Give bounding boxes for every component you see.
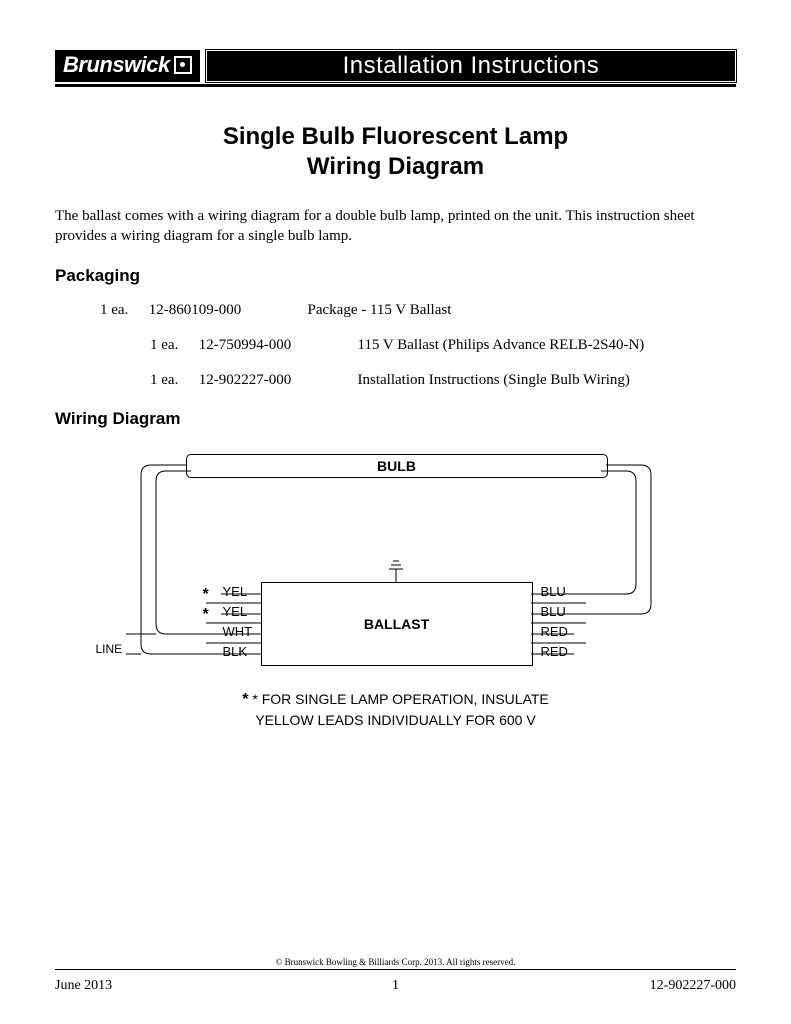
intro-paragraph: The ballast comes with a wiring diagram … xyxy=(55,207,736,246)
star-icon: * xyxy=(242,691,248,708)
pkg-desc: Installation Instructions (Single Bulb W… xyxy=(358,372,630,388)
wire-label-red: RED xyxy=(541,624,568,639)
page-footer: © Brunswick Bowling & Billiards Corp. 20… xyxy=(55,957,736,994)
note-line1: * FOR SINGLE LAMP OPERATION, INSULATE xyxy=(252,691,548,707)
wire-label-yel: YEL xyxy=(223,604,248,619)
pkg-main-row: 1 ea. 12-860109-000 Package - 115 V Ball… xyxy=(100,300,736,321)
brand-icon xyxy=(174,56,192,74)
wire-label-yel: YEL xyxy=(223,584,248,599)
main-title: Single Bulb Fluorescent Lamp Wiring Diag… xyxy=(55,122,736,182)
page-header: Brunswick Installation Instructions xyxy=(55,50,736,82)
pkg-qty: 1 ea. xyxy=(100,300,145,321)
diagram-note: * * FOR SINGLE LAMP OPERATION, INSULATE … xyxy=(96,689,696,729)
note-line2: YELLOW LEADS INDIVIDUALLY FOR 600 V xyxy=(255,712,535,728)
wiring-diagram: BULB BALLAST YEL * YEL * WHT BLK LINE BL… xyxy=(96,454,696,754)
pkg-qty: 1 ea. xyxy=(150,370,195,391)
star-icon: * xyxy=(203,606,209,624)
ballast-box: BALLAST xyxy=(261,582,533,666)
pkg-desc: Package - 115 V Ballast xyxy=(308,302,452,318)
bulb-box: BULB xyxy=(186,454,608,478)
wire-label-red: RED xyxy=(541,644,568,659)
pkg-part: 12-902227-000 xyxy=(199,370,354,391)
wire-label-blu: BLU xyxy=(541,584,566,599)
star-icon: * xyxy=(203,586,209,604)
footer-page: 1 xyxy=(55,978,736,994)
wiring-heading: Wiring Diagram xyxy=(55,409,736,429)
packaging-list: 1 ea. 12-860109-000 Package - 115 V Ball… xyxy=(100,300,736,391)
footer-copyright: © Brunswick Bowling & Billiards Corp. 20… xyxy=(55,957,736,970)
wire-label-blu: BLU xyxy=(541,604,566,619)
main-title-line2: Wiring Diagram xyxy=(307,153,484,180)
brand-text: Brunswick xyxy=(63,52,170,78)
pkg-part: 12-750994-000 xyxy=(199,335,354,356)
brand-logo: Brunswick xyxy=(55,50,200,82)
pkg-part: 12-860109-000 xyxy=(149,300,304,321)
pkg-sub-row: 1 ea. 12-902227-000 Installation Instruc… xyxy=(150,370,736,391)
pkg-desc: 115 V Ballast (Philips Advance RELB-2S40… xyxy=(358,337,645,353)
pkg-qty: 1 ea. xyxy=(150,335,195,356)
wire-label-blk: BLK xyxy=(223,644,248,659)
doc-type-title: Installation Instructions xyxy=(206,50,736,82)
line-label: LINE xyxy=(96,642,123,656)
packaging-heading: Packaging xyxy=(55,266,736,286)
pkg-sub-row: 1 ea. 12-750994-000 115 V Ballast (Phili… xyxy=(150,335,736,356)
main-title-line1: Single Bulb Fluorescent Lamp xyxy=(223,123,568,150)
wire-label-wht: WHT xyxy=(223,624,253,639)
header-rule xyxy=(55,84,736,87)
